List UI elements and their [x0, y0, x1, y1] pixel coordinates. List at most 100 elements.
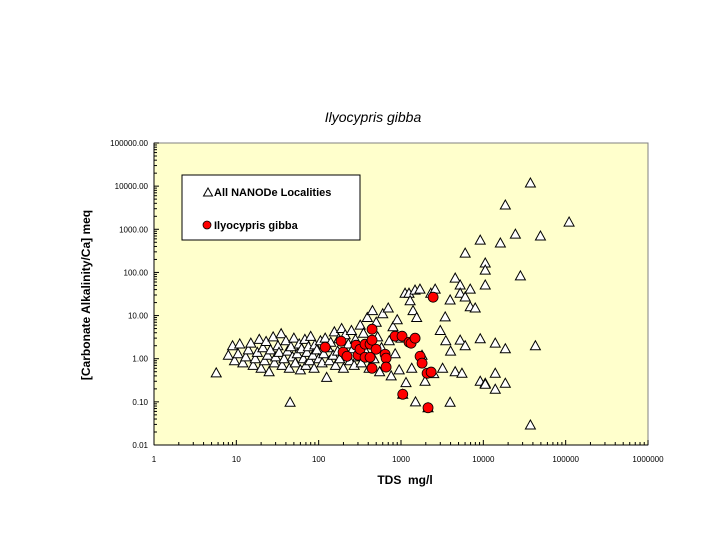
circle-point — [425, 366, 437, 378]
triangle-point — [434, 324, 447, 336]
triangle-point — [239, 350, 252, 362]
triangle-point — [405, 362, 418, 373]
triangle-point — [253, 333, 266, 344]
triangle-point — [479, 279, 492, 290]
chart-title: Ilyocypris gibba — [325, 109, 422, 125]
triangle-point — [337, 362, 350, 373]
legend-circle-icon — [202, 220, 212, 230]
triangle-point — [387, 320, 399, 332]
circle-point — [380, 352, 392, 364]
triangle-point — [474, 332, 487, 344]
triangle-point — [258, 354, 271, 366]
triangle-point — [335, 322, 348, 334]
y-tick-label: 10.00 — [128, 312, 149, 321]
triangle-point — [232, 347, 244, 359]
circle-point — [416, 357, 428, 369]
triangle-point — [385, 369, 398, 381]
circle-point — [370, 343, 382, 355]
circle-point — [364, 351, 376, 363]
triangle-point — [499, 377, 512, 388]
legend-triangle-icon — [202, 186, 214, 197]
triangle-point — [454, 334, 467, 345]
triangle-point — [210, 366, 223, 378]
triangle-point — [301, 346, 313, 357]
triangle-point — [233, 337, 246, 349]
triangle-point — [263, 365, 275, 377]
triangle-point — [509, 228, 522, 239]
triangle-point — [479, 264, 492, 275]
triangle-point — [414, 283, 426, 294]
triangle-point — [459, 339, 472, 351]
triangle-point — [237, 356, 249, 368]
triangle-point — [376, 307, 389, 319]
triangle-point — [407, 304, 419, 316]
y-axis-label: [Carbonate Alkalinity/Ca] meq — [79, 210, 93, 380]
triangle-point — [393, 363, 406, 375]
triangle-point — [278, 352, 290, 364]
triangle-point — [289, 356, 302, 368]
triangle-point — [529, 339, 542, 351]
triangle-point — [474, 234, 487, 245]
circle-point — [366, 362, 378, 374]
triangle-point — [410, 311, 423, 323]
legend: All NANODe Localities Ilyocypris gibba — [181, 174, 361, 241]
triangle-point — [439, 334, 452, 346]
triangle-point — [366, 304, 379, 316]
x-tick-label: 100 — [312, 455, 326, 464]
triangle-point — [400, 376, 412, 388]
triangle-point — [308, 362, 320, 373]
triangle-point — [499, 198, 512, 210]
circle-point — [366, 334, 378, 346]
triangle-point — [249, 352, 262, 364]
triangle-point — [489, 337, 502, 348]
circle-point — [409, 332, 421, 344]
triangle-point — [275, 327, 287, 339]
triangle-point — [247, 359, 259, 370]
circle-point — [397, 388, 409, 400]
triangle-point — [444, 293, 456, 305]
triangle-point — [524, 419, 537, 430]
triangle-point — [456, 367, 468, 378]
triangle-point — [373, 365, 386, 377]
triangle-point — [307, 349, 319, 360]
circle-point — [396, 330, 408, 342]
y-tick-label: 100.00 — [124, 268, 149, 277]
axis-ticks — [153, 142, 649, 446]
x-tick-label: 1 — [152, 455, 157, 464]
triangle-point — [288, 332, 300, 343]
y-tick-label: 1000.00 — [119, 225, 148, 234]
triangle-point — [267, 330, 279, 342]
triangle-point — [444, 345, 457, 356]
circle-point — [319, 341, 331, 353]
triangle-point — [479, 378, 492, 389]
triangle-point — [276, 359, 288, 370]
legend-box — [181, 174, 361, 241]
triangle-point — [514, 269, 527, 281]
triangle-point — [244, 337, 257, 348]
triangle-point — [222, 349, 235, 360]
x-tick-labels: 1 10 100 1000 10000 100000 1000000 — [152, 455, 664, 464]
triangle-point — [323, 354, 336, 366]
triangle-point — [242, 343, 255, 355]
triangle-point — [409, 395, 422, 407]
circle-point — [366, 323, 378, 335]
triangle-point — [303, 354, 316, 366]
triangle-point — [257, 341, 269, 353]
triangle-point — [357, 327, 370, 338]
triangle-point — [268, 356, 281, 368]
triangle-point — [273, 346, 285, 357]
triangle-point — [489, 383, 502, 394]
triangle-point — [449, 365, 462, 377]
x-tick-label: 10 — [232, 455, 241, 464]
triangle-point — [449, 272, 462, 283]
x-tick-label: 10000 — [472, 455, 495, 464]
triangle-point — [534, 229, 547, 241]
triangle-point — [317, 347, 330, 359]
circle-point — [341, 350, 353, 362]
x-axis-label: TDS mg/l — [377, 473, 432, 487]
legend-label-ilyocypris: Ilyocypris gibba — [214, 220, 299, 232]
circle-point — [427, 291, 439, 303]
triangle-point — [382, 301, 395, 313]
triangle-point — [444, 396, 456, 407]
